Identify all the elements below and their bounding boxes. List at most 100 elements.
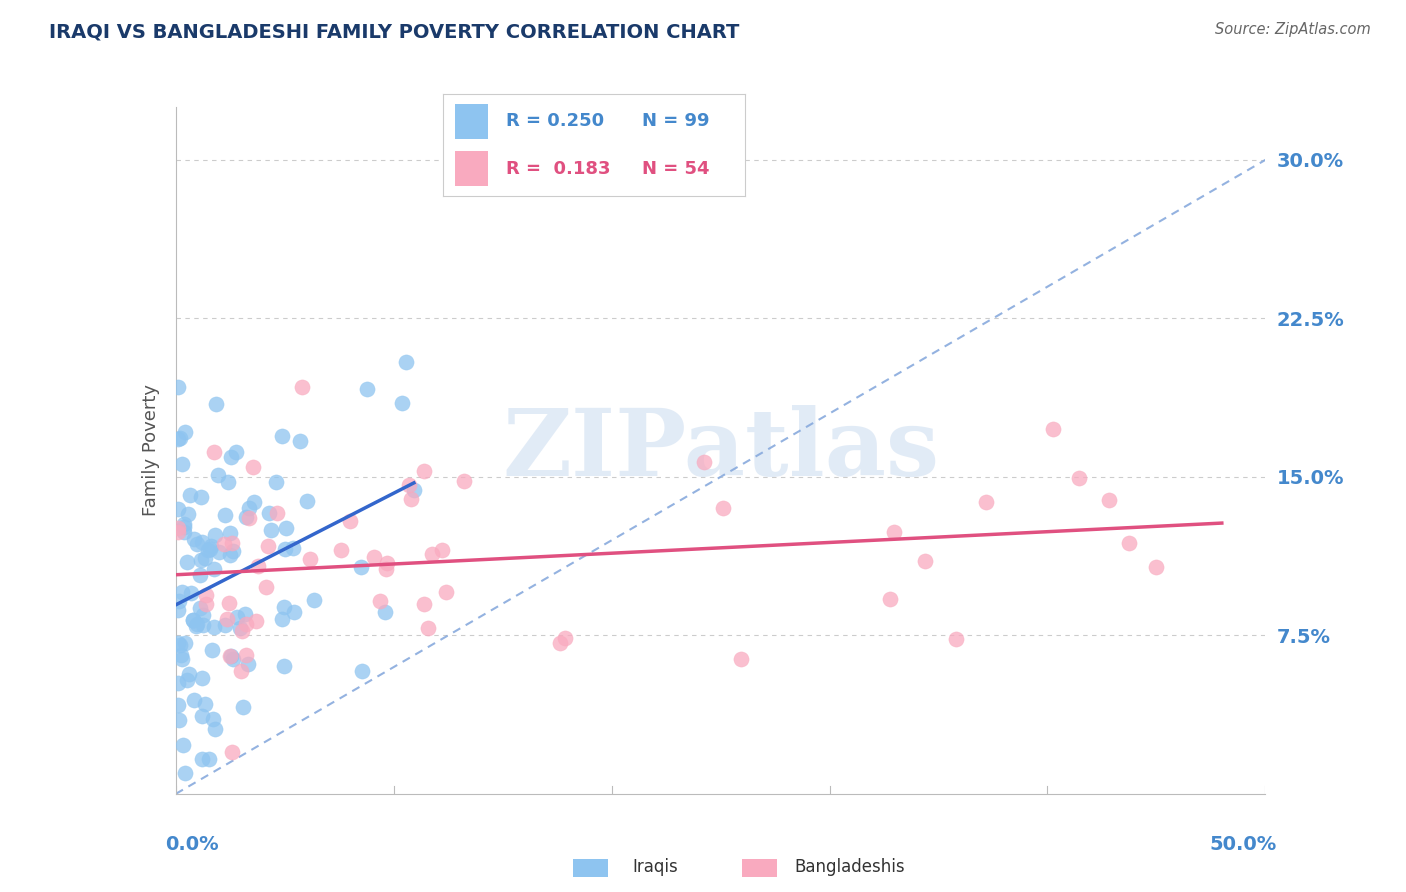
Point — [202, 562, 225, 576]
Y-axis label: Family Poverty: Family Poverty — [142, 384, 160, 516]
Point — [167, 676, 190, 690]
Point — [554, 632, 576, 646]
Point — [190, 491, 212, 505]
Point — [217, 475, 239, 489]
Point — [194, 597, 217, 611]
Point — [290, 380, 312, 394]
FancyBboxPatch shape — [574, 858, 609, 878]
Point — [191, 618, 214, 632]
Point — [167, 593, 190, 607]
Point — [167, 698, 190, 712]
Point — [190, 553, 212, 567]
Point — [256, 539, 278, 553]
Point — [167, 524, 190, 539]
Point — [201, 643, 224, 657]
Point — [222, 543, 245, 558]
Point — [186, 537, 208, 551]
Point — [221, 745, 243, 759]
Point — [298, 552, 321, 566]
Point — [170, 584, 193, 599]
Point — [264, 475, 287, 490]
Point — [214, 508, 236, 522]
Point — [271, 429, 294, 443]
Point — [179, 667, 201, 681]
Point — [350, 559, 373, 574]
Point — [413, 464, 436, 478]
Point — [1144, 559, 1167, 574]
Point — [198, 541, 221, 556]
Point — [186, 619, 208, 633]
Point — [259, 506, 281, 520]
Point — [212, 537, 235, 551]
Point — [229, 665, 252, 679]
Point — [974, 495, 997, 509]
Point — [167, 433, 190, 447]
Text: Bangladeshis: Bangladeshis — [794, 858, 905, 876]
Point — [236, 657, 259, 671]
Point — [169, 638, 191, 652]
Point — [232, 700, 254, 714]
Text: 50.0%: 50.0% — [1209, 835, 1277, 855]
Point — [186, 616, 208, 631]
Point — [202, 620, 225, 634]
Point — [169, 431, 191, 445]
Point — [167, 380, 190, 394]
Point — [188, 567, 211, 582]
Point — [172, 457, 194, 471]
Point — [204, 396, 226, 410]
Point — [191, 535, 214, 549]
FancyBboxPatch shape — [456, 104, 488, 139]
Point — [945, 632, 967, 646]
Point — [176, 507, 198, 521]
Point — [183, 693, 205, 707]
Point — [179, 488, 201, 502]
Point — [391, 395, 413, 409]
Point — [173, 765, 195, 780]
Point — [217, 612, 239, 626]
Point — [398, 477, 420, 491]
Point — [183, 533, 205, 547]
FancyBboxPatch shape — [742, 858, 778, 878]
Point — [225, 445, 247, 459]
FancyBboxPatch shape — [456, 151, 488, 186]
Point — [693, 455, 716, 469]
Point — [194, 551, 217, 566]
Point — [235, 648, 257, 663]
Point — [176, 555, 198, 569]
Point — [330, 542, 353, 557]
Point — [188, 601, 211, 615]
Point — [208, 544, 231, 558]
Point — [302, 593, 325, 607]
Point — [219, 649, 242, 664]
Point — [235, 510, 257, 524]
Point — [273, 659, 295, 673]
Point — [218, 596, 240, 610]
Text: 0.0%: 0.0% — [165, 835, 218, 855]
Point — [174, 636, 197, 650]
Point — [432, 543, 454, 558]
Point — [219, 525, 242, 540]
Text: Source: ZipAtlas.com: Source: ZipAtlas.com — [1215, 22, 1371, 37]
Point — [412, 597, 434, 611]
Point — [181, 613, 204, 627]
Point — [173, 517, 195, 532]
Point — [218, 548, 240, 562]
Point — [172, 651, 194, 665]
Point — [548, 636, 571, 650]
Point — [228, 621, 250, 635]
Point — [1042, 421, 1064, 435]
Point — [352, 665, 374, 679]
Point — [195, 588, 218, 602]
Text: N = 99: N = 99 — [643, 112, 710, 130]
Point — [266, 506, 288, 520]
Point — [167, 521, 190, 535]
Point — [167, 502, 190, 516]
Point — [402, 483, 425, 497]
Point — [200, 539, 222, 553]
Point — [1098, 492, 1121, 507]
Text: Iraqis: Iraqis — [633, 858, 679, 876]
Point — [207, 468, 229, 483]
Text: IRAQI VS BANGLADESHI FAMILY POVERTY CORRELATION CHART: IRAQI VS BANGLADESHI FAMILY POVERTY CORR… — [49, 22, 740, 41]
Point — [247, 558, 270, 573]
Point — [374, 605, 396, 619]
